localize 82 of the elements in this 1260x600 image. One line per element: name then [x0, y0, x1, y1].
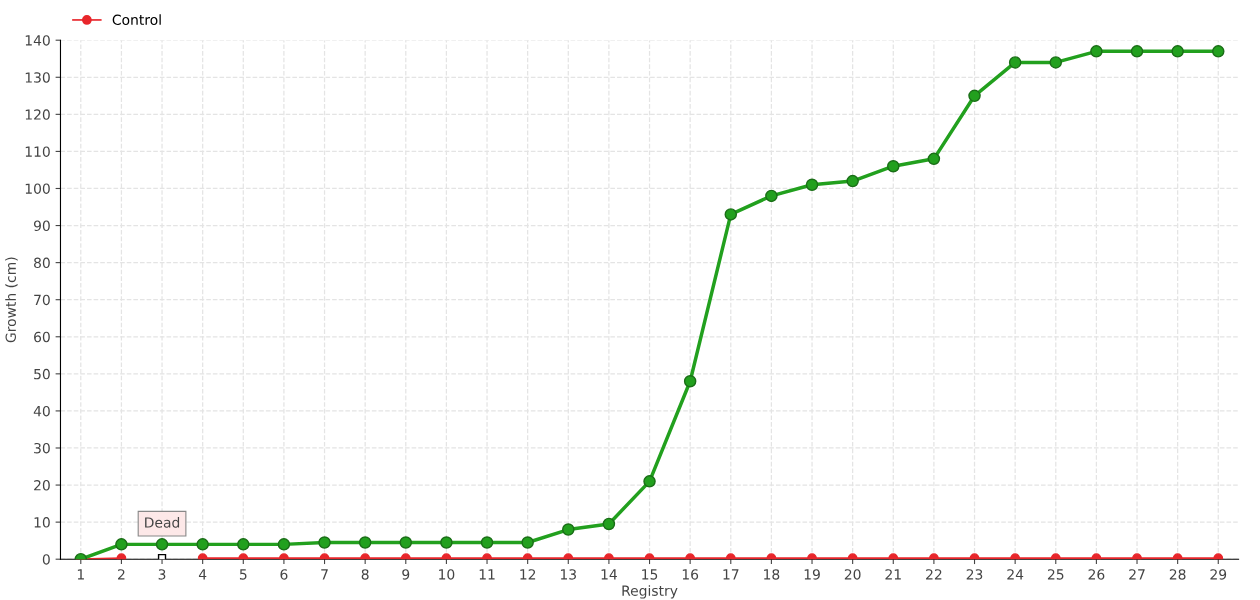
x-tick-label: 12 — [520, 569, 536, 580]
x-tick-label: 10 — [439, 569, 455, 580]
x-tick-label: 4 — [198, 569, 207, 580]
x-tick-label: 25 — [1047, 569, 1064, 580]
point — [683, 375, 697, 388]
y-tick-label: 50 — [34, 368, 50, 380]
point — [1212, 45, 1225, 58]
x-tick-label: 6 — [280, 569, 288, 580]
point — [318, 536, 331, 549]
point — [724, 208, 738, 221]
x-tick-label: 13 — [560, 569, 577, 580]
point — [358, 536, 372, 549]
point — [643, 475, 656, 488]
point — [277, 538, 291, 551]
point — [887, 159, 900, 173]
point — [237, 538, 250, 551]
point — [521, 536, 534, 549]
point — [929, 553, 939, 560]
point — [155, 538, 169, 551]
x-tick-label: 15 — [642, 569, 658, 580]
point — [1008, 56, 1022, 69]
point — [1130, 45, 1144, 58]
x-tick-label: 3 — [158, 569, 166, 580]
x-tick-label: 5 — [239, 569, 247, 580]
point — [604, 553, 614, 560]
y-tick-label: 30 — [34, 442, 50, 454]
point — [927, 152, 941, 166]
y-axis-title: Growth (cm) — [5, 257, 18, 343]
point — [1090, 45, 1103, 58]
point — [1171, 45, 1184, 58]
point — [196, 538, 209, 551]
point — [482, 553, 492, 560]
point — [968, 89, 981, 103]
x-tick-label: 16 — [682, 569, 699, 580]
y-tick-label: 80 — [34, 257, 50, 269]
y-tick-label: 120 — [25, 109, 50, 120]
point — [807, 553, 817, 560]
point — [279, 553, 289, 560]
x-tick-label: 7 — [321, 569, 328, 580]
x-tick-label: 27 — [1129, 569, 1145, 580]
x-axis-title: Registry — [622, 585, 678, 599]
y-tick-label: 70 — [34, 294, 50, 306]
y-tick-label: 110 — [25, 146, 50, 157]
y-tick-label: 140 — [25, 35, 50, 46]
y-tick-label: 0 — [42, 554, 50, 565]
x-tick-label: 22 — [926, 569, 942, 580]
legend-label: Control — [112, 14, 161, 26]
point — [562, 523, 575, 536]
x-tick-label: 18 — [764, 569, 780, 580]
x-tick-label: 24 — [1007, 569, 1024, 580]
x-tick-label: 1 — [77, 569, 84, 580]
y-tick-label: 90 — [33, 220, 50, 232]
y-tick-label: 40 — [33, 405, 50, 417]
point — [1132, 553, 1142, 560]
x-tick-label: 20 — [844, 569, 861, 580]
x-tick-label: 8 — [361, 569, 369, 580]
x-tick-label: 26 — [1088, 569, 1105, 580]
x-tick-label: 9 — [402, 569, 410, 580]
y-tick-label: 20 — [34, 480, 50, 491]
point — [399, 536, 413, 549]
point — [1049, 56, 1063, 69]
x-tick-label: 2 — [118, 569, 125, 580]
point — [765, 189, 778, 203]
x-tick-label: 28 — [1169, 569, 1186, 580]
x-tick-label: 29 — [1210, 569, 1227, 580]
x-tick-label: 19 — [804, 569, 820, 580]
point — [480, 536, 494, 549]
y-tick-label: 60 — [34, 331, 50, 343]
point — [602, 517, 616, 531]
x-tick-label: 23 — [966, 569, 983, 580]
y-tick-label: 100 — [25, 183, 50, 194]
point — [805, 178, 819, 192]
point — [115, 538, 128, 551]
point — [440, 536, 453, 549]
y-tick-label: 130 — [25, 72, 50, 83]
point — [846, 174, 859, 188]
x-tick-label: 21 — [885, 569, 901, 580]
annotation: Dead — [145, 516, 180, 528]
x-tick-label: 17 — [723, 569, 739, 580]
x-tick-label: 11 — [479, 569, 495, 580]
y-tick-label: 10 — [34, 517, 50, 528]
x-tick-label: 14 — [601, 569, 617, 580]
